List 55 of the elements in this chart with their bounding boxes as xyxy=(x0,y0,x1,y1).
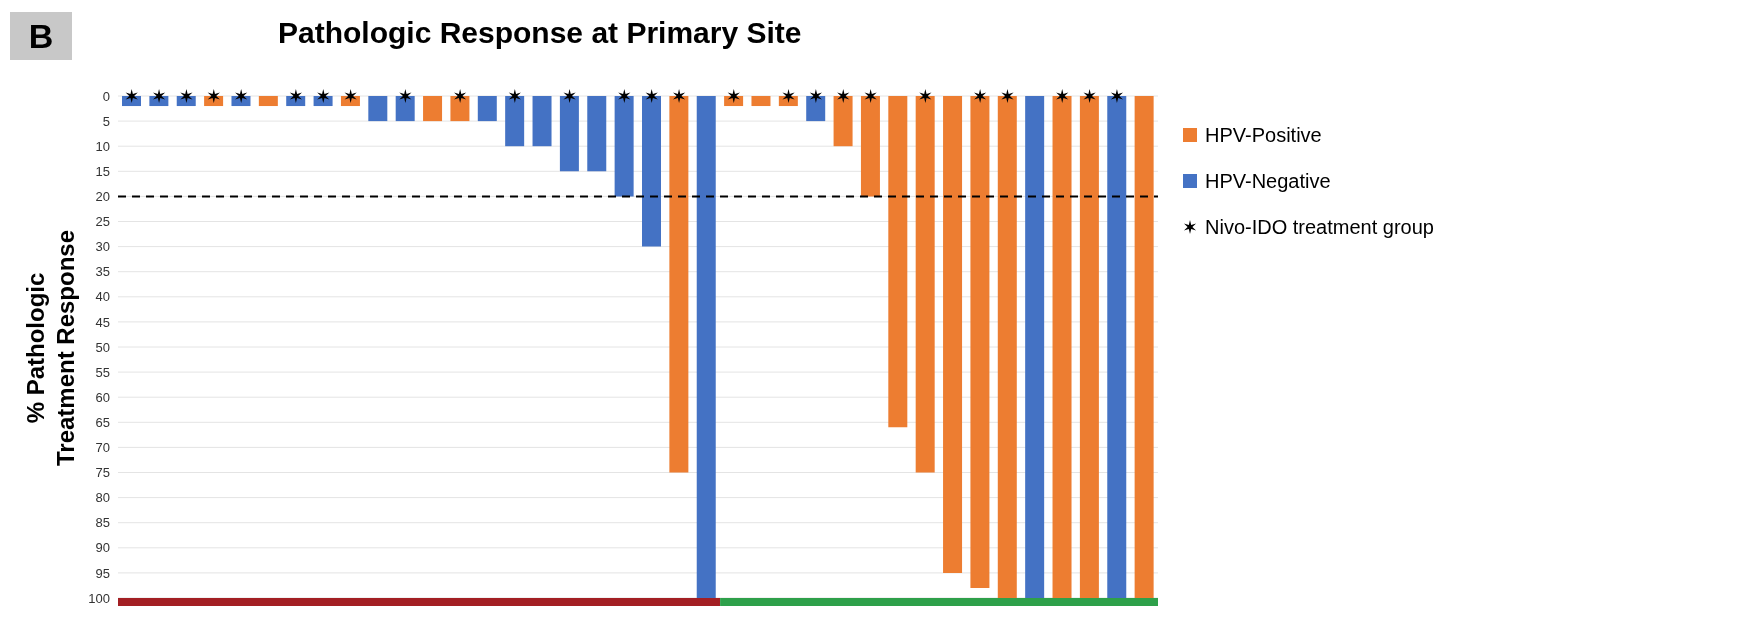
bar xyxy=(423,96,443,122)
y-tick-label: 70 xyxy=(95,440,110,456)
bar xyxy=(669,96,689,473)
bar xyxy=(1079,96,1099,598)
y-tick-label: 35 xyxy=(95,264,110,280)
legend-label: Nivo-IDO treatment group xyxy=(1205,215,1434,239)
text: B xyxy=(10,12,72,60)
y-tick-label: 45 xyxy=(95,314,110,330)
y-tick-label: 75 xyxy=(95,465,110,481)
bar xyxy=(1025,96,1045,598)
y-tick-label: 50 xyxy=(95,339,110,355)
y-tick-label: 85 xyxy=(95,515,110,531)
legend-label: HPV-Positive xyxy=(1205,123,1322,147)
y-tick-label: 55 xyxy=(95,364,110,380)
bar xyxy=(806,96,826,122)
y-tick-label: 80 xyxy=(95,490,110,506)
bar xyxy=(751,96,771,107)
y-tick-label: 15 xyxy=(95,163,110,179)
y-tick-label: 30 xyxy=(95,239,110,255)
y-tick-label: 25 xyxy=(95,214,110,230)
chart-title: Pathologic Response at Primary Site xyxy=(278,16,802,50)
bar xyxy=(696,96,716,598)
bar xyxy=(970,96,990,588)
y-tick-label: 20 xyxy=(95,189,110,205)
bar xyxy=(368,96,388,122)
bar xyxy=(587,96,607,172)
y-tick-label: 0 xyxy=(102,88,110,104)
bar xyxy=(614,96,634,197)
bar xyxy=(1052,96,1072,598)
y-tick-label: 60 xyxy=(95,389,110,405)
legend-label: HPV-Negative xyxy=(1205,169,1331,193)
bar xyxy=(860,96,880,197)
bar xyxy=(915,96,935,473)
y-tick-label: 10 xyxy=(95,138,110,154)
y-tick-label: 100 xyxy=(88,590,110,606)
bar xyxy=(997,96,1017,598)
y-tick-label: 65 xyxy=(95,414,110,430)
bar xyxy=(477,96,497,122)
bar xyxy=(642,96,661,247)
bar xyxy=(833,96,853,147)
bar xyxy=(395,96,415,122)
bar xyxy=(1134,96,1154,598)
bar xyxy=(559,96,579,172)
y-tick-label: 90 xyxy=(95,540,110,556)
y-axis-title: % Pathologic Treatment Response xyxy=(22,229,79,467)
bar xyxy=(258,96,278,107)
bar xyxy=(532,96,552,147)
bar xyxy=(505,96,525,147)
bar xyxy=(1107,96,1127,598)
y-tick-label: 40 xyxy=(95,289,110,305)
y-tick-label: 95 xyxy=(95,565,110,581)
bar xyxy=(888,96,908,428)
y-tick-label: 5 xyxy=(102,113,110,129)
bar xyxy=(450,96,470,122)
bar xyxy=(943,96,963,573)
